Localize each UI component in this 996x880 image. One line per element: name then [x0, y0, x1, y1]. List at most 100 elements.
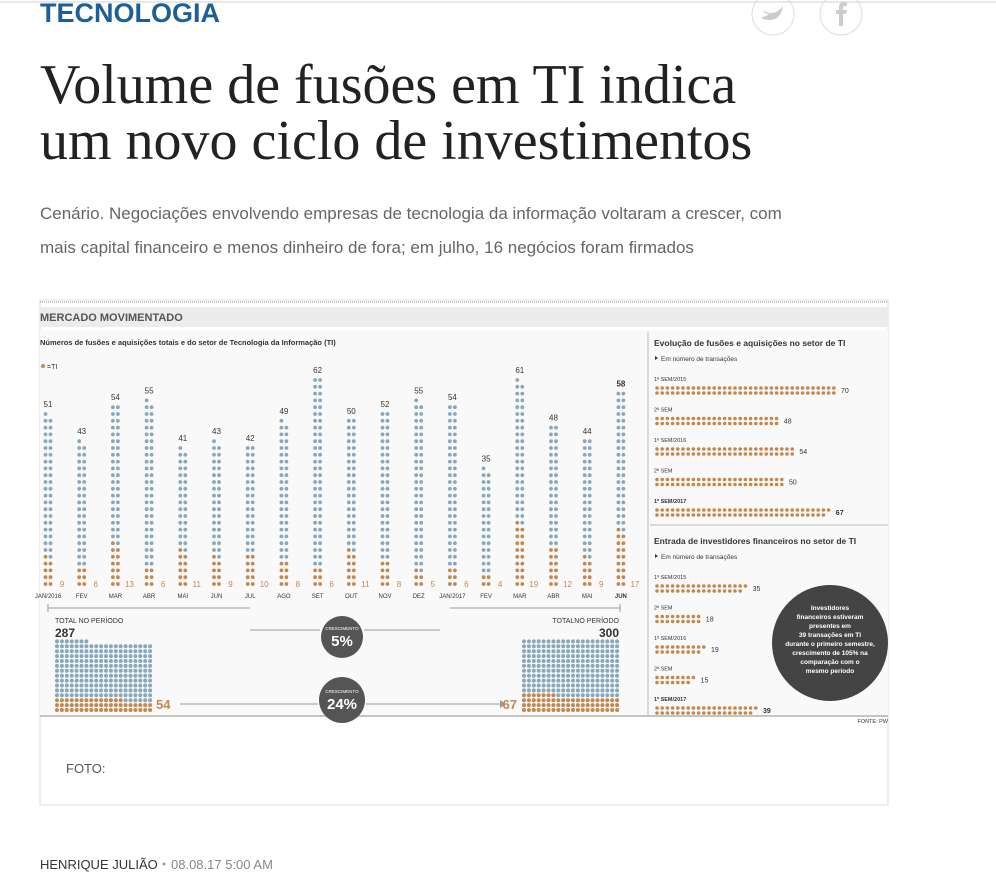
- period-label: TOTALNO PERÍODO: [552, 616, 619, 625]
- total-label: 51: [44, 400, 53, 409]
- ti-label: 9: [599, 580, 604, 589]
- row-dots: [655, 675, 696, 685]
- period-ti-dots: [55, 698, 153, 712]
- ti-dots: [178, 548, 188, 586]
- ti-dots: [279, 561, 289, 586]
- month-label: JUL: [245, 594, 256, 600]
- ti-dots: [77, 568, 87, 586]
- ti-label: 4: [498, 580, 503, 589]
- ti-dots: [144, 568, 154, 586]
- headline: Volume de fusões em TI indica: [40, 54, 736, 116]
- ti-dots: [245, 554, 255, 586]
- dot-column: [313, 378, 322, 586]
- month-label: NOV: [378, 594, 391, 600]
- ti-dots: [380, 561, 390, 586]
- ti-dots: [616, 527, 626, 586]
- row-value: 19: [711, 647, 719, 654]
- row-dots: [655, 416, 779, 426]
- infographic-title: MERCADO MOVIMENTADO: [40, 312, 183, 324]
- month-label: JUN: [615, 594, 627, 600]
- infographic: MERCADO MOVIMENTADO Números de fusões e a…: [35, 301, 889, 725]
- ti-dots: [346, 548, 356, 586]
- dot-column: [111, 405, 120, 586]
- share-facebook[interactable]: [819, 0, 863, 36]
- ti-dots: [212, 554, 221, 586]
- row-dots: [655, 706, 758, 715]
- total-label: 58: [616, 380, 625, 389]
- month-label: FEV: [76, 594, 88, 600]
- total-label: 55: [145, 386, 154, 395]
- total-label: 50: [347, 407, 356, 416]
- row-value: 35: [753, 586, 761, 593]
- row-label: 1º SEM/2017: [654, 697, 686, 703]
- total-label: 43: [212, 427, 221, 436]
- month-label: AGO: [277, 594, 291, 600]
- row-dots: [655, 477, 784, 487]
- row-value: 18: [706, 617, 714, 624]
- ti-dots: [43, 554, 53, 586]
- dot-column: [43, 412, 53, 586]
- month-label: JAN/2016: [35, 594, 62, 600]
- ti-label: 8: [397, 580, 402, 589]
- row-label: 1º SEM/2016: [654, 635, 686, 642]
- dot-column: [414, 398, 424, 586]
- ti-label: 11: [193, 580, 202, 589]
- ti-dots: [515, 520, 525, 586]
- month-label: MAR: [513, 594, 527, 600]
- note-line: crescimento de 105% na: [792, 650, 868, 657]
- month-label: MAR: [109, 594, 123, 600]
- row-label: 2º SEM: [654, 666, 673, 673]
- row-label: 2º SEM: [654, 468, 673, 475]
- total-label: 48: [549, 414, 558, 423]
- note-line: financeiros estiveram: [797, 614, 864, 621]
- note-line: durante o primeiro semestre,: [785, 641, 875, 648]
- infographic-subtitle: Números de fusões e aquisições totais e …: [40, 338, 336, 347]
- row-value: 48: [784, 419, 792, 426]
- ti-label: 5: [430, 580, 435, 589]
- row-value: 15: [701, 678, 709, 685]
- month-label: FEV: [480, 594, 492, 600]
- ti-label: 9: [60, 580, 65, 589]
- total-label: 43: [77, 427, 86, 436]
- ti-dots: [111, 541, 120, 586]
- row-dots: [655, 584, 748, 593]
- section-label[interactable]: TECNOLOGIA: [40, 0, 220, 28]
- row-label: 1º SEM/2015: [654, 574, 686, 581]
- dot-column: [279, 418, 289, 586]
- dot-column: [380, 412, 390, 586]
- dot-column: [178, 446, 188, 586]
- photo-caption: FOTO:: [66, 761, 105, 776]
- period-dots: [55, 639, 153, 712]
- ti-label: 17: [630, 580, 639, 589]
- total-label: 55: [414, 386, 423, 395]
- note-line: comparação com o: [800, 659, 859, 666]
- ti-label: 6: [93, 580, 98, 589]
- total-label: 54: [111, 393, 120, 402]
- month-label: JUN: [211, 594, 223, 600]
- month-label: DEZ: [413, 594, 425, 600]
- dot-column: [346, 418, 356, 586]
- growth-badge: [319, 677, 365, 723]
- row-dots: [655, 386, 836, 395]
- total-label: 62: [313, 366, 322, 375]
- ti-label: 11: [361, 580, 370, 589]
- ti-dots: [481, 575, 491, 586]
- ti-label: 6: [464, 580, 469, 589]
- share-twitter[interactable]: [751, 0, 795, 36]
- ti-dots: [448, 568, 457, 586]
- ti-label: 13: [125, 580, 134, 589]
- row-value: 67: [836, 510, 844, 517]
- month-label: MAI: [582, 594, 593, 600]
- growth-label: CRESCIMENTO: [325, 689, 359, 694]
- total-label: 41: [178, 434, 187, 443]
- panel-title: Evolução de fusões e aquisições no setor…: [654, 338, 845, 348]
- note-line: Investidores: [811, 605, 850, 612]
- row-dots: [655, 508, 831, 517]
- separator: [162, 862, 166, 866]
- dot-column: [481, 466, 491, 586]
- ti-label: 8: [296, 580, 301, 589]
- byline-author[interactable]: HENRIQUE JULIÃO: [40, 857, 158, 872]
- total-label: 35: [482, 454, 491, 463]
